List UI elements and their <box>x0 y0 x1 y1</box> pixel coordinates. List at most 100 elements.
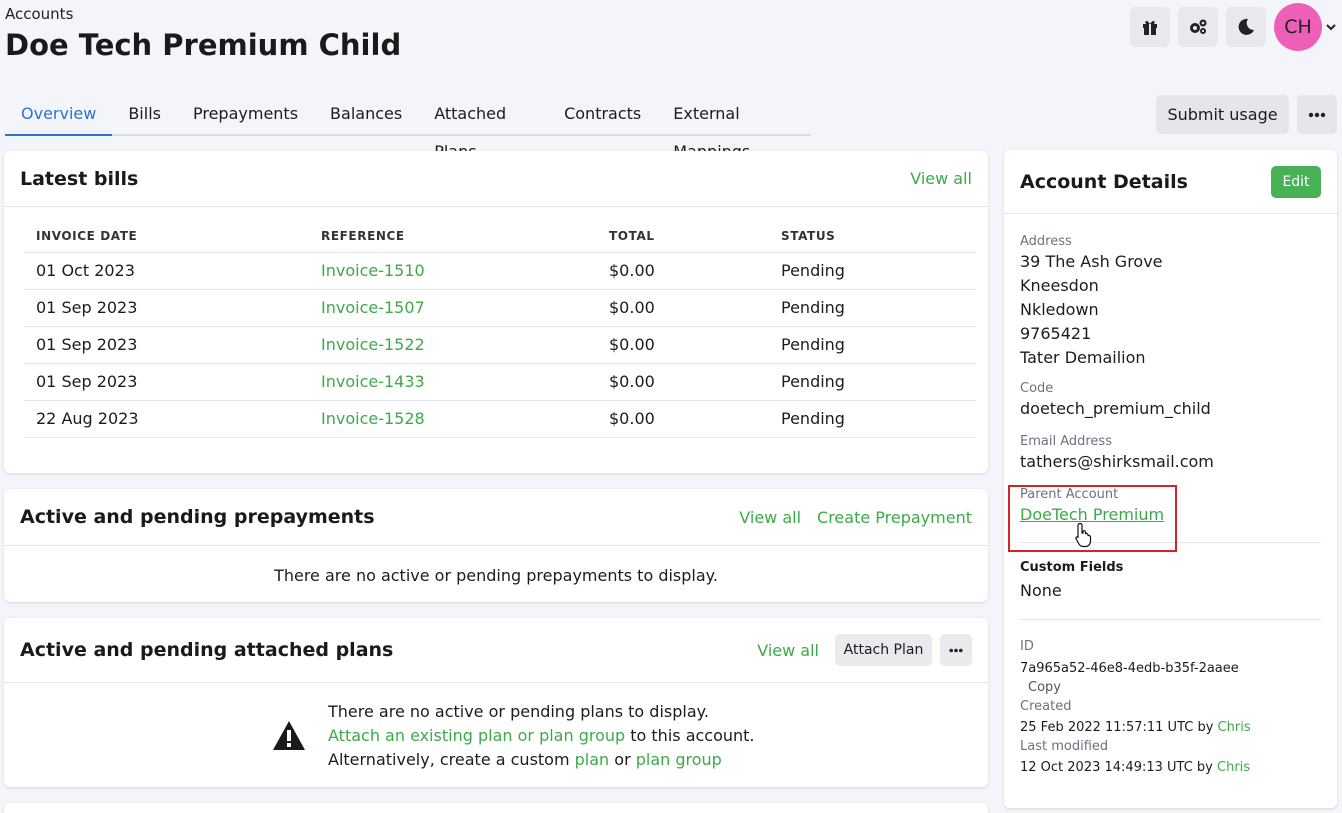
custom-fields-label: Custom Fields <box>1020 560 1124 575</box>
address-line: Nkledown <box>1020 300 1099 319</box>
copy-id-button[interactable]: Copy <box>1028 680 1061 695</box>
invoice-link[interactable]: Invoice-1528 <box>321 409 425 428</box>
address-line: 39 The Ash Grove <box>1020 252 1163 271</box>
or-text: or <box>609 750 636 769</box>
attached-plans-card: Active and pending attached plans View a… <box>4 618 988 787</box>
address-line: Tater Demailion <box>1020 348 1146 367</box>
invoice-link[interactable]: Invoice-1507 <box>321 298 425 317</box>
plans-empty-message: There are no active or pending plans to … <box>328 702 709 721</box>
bills-table: INVOICE DATE REFERENCE TOTAL STATUS 01 O… <box>24 229 976 438</box>
page-title: Doe Tech Premium Child <box>5 28 402 62</box>
column-header-invoice-date[interactable]: INVOICE DATE <box>36 229 138 243</box>
address-line: 9765421 <box>1020 324 1092 343</box>
invoice-date: 01 Sep 2023 <box>24 289 309 327</box>
plans-empty-state: There are no active or pending plans to … <box>272 700 755 772</box>
create-prepayment-link[interactable]: Create Prepayment <box>817 507 972 527</box>
divider <box>1020 542 1321 543</box>
table-row: 01 Sep 2023 Invoice-1507 $0.00 Pending <box>24 289 976 327</box>
modified-by-link[interactable]: Chris <box>1217 760 1251 775</box>
email-label: Email Address <box>1020 434 1112 449</box>
column-header-total[interactable]: TOTAL <box>609 229 655 243</box>
gift-icon <box>1143 20 1157 35</box>
tab-external-mappings[interactable]: External Mappings <box>673 104 750 161</box>
plans-view-all-link[interactable]: View all <box>757 640 819 660</box>
settings-cogs-icon <box>1190 19 1207 34</box>
latest-bills-title: Latest bills <box>20 167 139 190</box>
parent-account-label: Parent Account <box>1020 487 1119 502</box>
invoice-date: 01 Oct 2023 <box>24 251 309 290</box>
more-horizontal-icon <box>949 648 963 652</box>
attached-plans-title: Active and pending attached plans <box>20 639 394 661</box>
next-card <box>4 803 988 813</box>
breadcrumb[interactable]: Accounts <box>5 5 74 23</box>
invoice-date: 22 Aug 2023 <box>24 400 309 438</box>
chevron-down-icon[interactable] <box>1324 20 1338 34</box>
created-label: Created <box>1020 699 1072 714</box>
gift-button[interactable] <box>1130 7 1170 47</box>
invoice-link[interactable]: Invoice-1522 <box>321 335 425 354</box>
invoice-status: Pending <box>769 326 976 364</box>
bills-view-all-link[interactable]: View all <box>910 169 972 188</box>
divider <box>1020 619 1321 620</box>
alternative-text: Alternatively, create a custom <box>328 750 575 769</box>
tab-bar: Overview Bills Prepayments Balances Atta… <box>5 95 811 161</box>
table-row: 01 Sep 2023 Invoice-1433 $0.00 Pending <box>24 363 976 401</box>
tab-contracts[interactable]: Contracts <box>564 104 642 123</box>
highlight-box <box>1008 485 1177 552</box>
moon-icon <box>1238 18 1254 35</box>
email-value: tathers@shirksmail.com <box>1020 452 1214 471</box>
prepayments-card: Active and pending prepayments View all … <box>4 489 988 602</box>
avatar[interactable]: CH <box>1274 3 1322 51</box>
created-by-link[interactable]: Chris <box>1217 720 1251 735</box>
latest-bills-card: Latest bills View all INVOICE DATE REFER… <box>4 151 988 473</box>
edit-button[interactable]: Edit <box>1271 165 1321 198</box>
table-row: 01 Sep 2023 Invoice-1522 $0.00 Pending <box>24 326 976 364</box>
invoice-total: $0.00 <box>597 363 769 401</box>
address-line: Kneesdon <box>1020 276 1099 295</box>
more-actions-button[interactable] <box>1297 95 1337 134</box>
invoice-total: $0.00 <box>597 326 769 364</box>
invoice-link[interactable]: Invoice-1510 <box>321 261 425 280</box>
invoice-date: 01 Sep 2023 <box>24 326 309 364</box>
tab-balances[interactable]: Balances <box>330 104 403 123</box>
custom-fields-value: None <box>1020 581 1062 600</box>
settings-button[interactable] <box>1178 7 1218 47</box>
id-value: 7a965a52-46e8-4edb-b35f-2aaee <box>1020 661 1239 676</box>
invoice-total: $0.00 <box>597 289 769 327</box>
prepayments-empty-message: There are no active or pending prepaymen… <box>274 566 718 585</box>
prepayments-title: Active and pending prepayments <box>20 506 375 528</box>
submit-usage-button[interactable]: Submit usage <box>1156 95 1289 134</box>
table-row: 01 Oct 2023 Invoice-1510 $0.00 Pending <box>24 251 976 290</box>
warning-icon <box>273 721 305 750</box>
theme-toggle-button[interactable] <box>1226 7 1266 47</box>
plans-more-button[interactable] <box>940 634 972 666</box>
prepayments-view-all-link[interactable]: View all <box>739 507 802 527</box>
table-row: 22 Aug 2023 Invoice-1528 $0.00 Pending <box>24 400 976 438</box>
account-details-card: Account Details Edit Address 39 The Ash … <box>1004 150 1337 808</box>
top-actions: CH <box>1130 3 1338 51</box>
create-plan-group-link[interactable]: plan group <box>635 750 722 769</box>
column-header-status[interactable]: STATUS <box>781 229 836 243</box>
code-label: Code <box>1020 381 1054 396</box>
invoice-date: 01 Sep 2023 <box>24 363 309 401</box>
tab-bills[interactable]: Bills <box>128 104 161 123</box>
tab-overview[interactable]: Overview <box>5 95 113 136</box>
created-value: 25 Feb 2022 11:57:11 UTC by <box>1020 720 1218 735</box>
more-horizontal-icon <box>1308 112 1326 117</box>
invoice-status: Pending <box>769 363 976 401</box>
invoice-link[interactable]: Invoice-1433 <box>321 372 425 391</box>
pointer-cursor-icon <box>1075 522 1092 548</box>
attach-plan-button[interactable]: Attach Plan <box>835 634 932 666</box>
tab-prepayments[interactable]: Prepayments <box>192 104 299 123</box>
code-value: doetech_premium_child <box>1020 399 1211 418</box>
address-label: Address <box>1020 234 1072 249</box>
attach-suffix-text: to this account. <box>625 726 755 745</box>
modified-value: 12 Oct 2023 14:49:13 UTC by <box>1020 760 1217 775</box>
invoice-status: Pending <box>769 251 976 290</box>
parent-account-link[interactable]: DoeTech Premium <box>1020 505 1165 524</box>
tab-attached-plans[interactable]: Attached Plans <box>434 104 507 161</box>
column-header-reference[interactable]: REFERENCE <box>321 229 405 243</box>
invoice-status: Pending <box>769 289 976 327</box>
create-plan-link[interactable]: plan <box>574 750 610 769</box>
attach-existing-plan-link[interactable]: Attach an existing plan or plan group <box>328 726 626 745</box>
